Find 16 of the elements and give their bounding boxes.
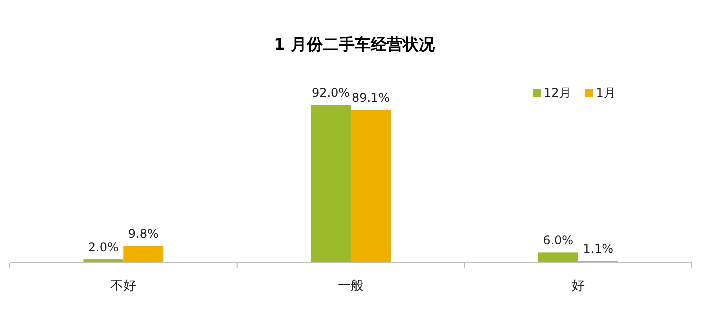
- data-label: 89.1%: [352, 90, 390, 105]
- legend-label: 1月: [596, 86, 616, 100]
- bar: [124, 246, 164, 263]
- bar: [311, 105, 351, 263]
- data-label: 9.8%: [128, 227, 159, 242]
- bar: [351, 110, 391, 263]
- data-label: 6.0%: [543, 234, 574, 248]
- data-label: 2.0%: [88, 240, 119, 255]
- x-tick-label: 一般: [338, 279, 364, 294]
- legend-label: 12月: [544, 86, 572, 100]
- data-label: 92.0%: [312, 86, 350, 100]
- chart-title: 1 月份二手车经营状况: [274, 35, 436, 54]
- bar: [538, 252, 578, 263]
- x-tick-label: 好: [572, 279, 585, 294]
- x-tick-label: 不好: [110, 279, 137, 294]
- data-label: 1.1%: [583, 242, 614, 256]
